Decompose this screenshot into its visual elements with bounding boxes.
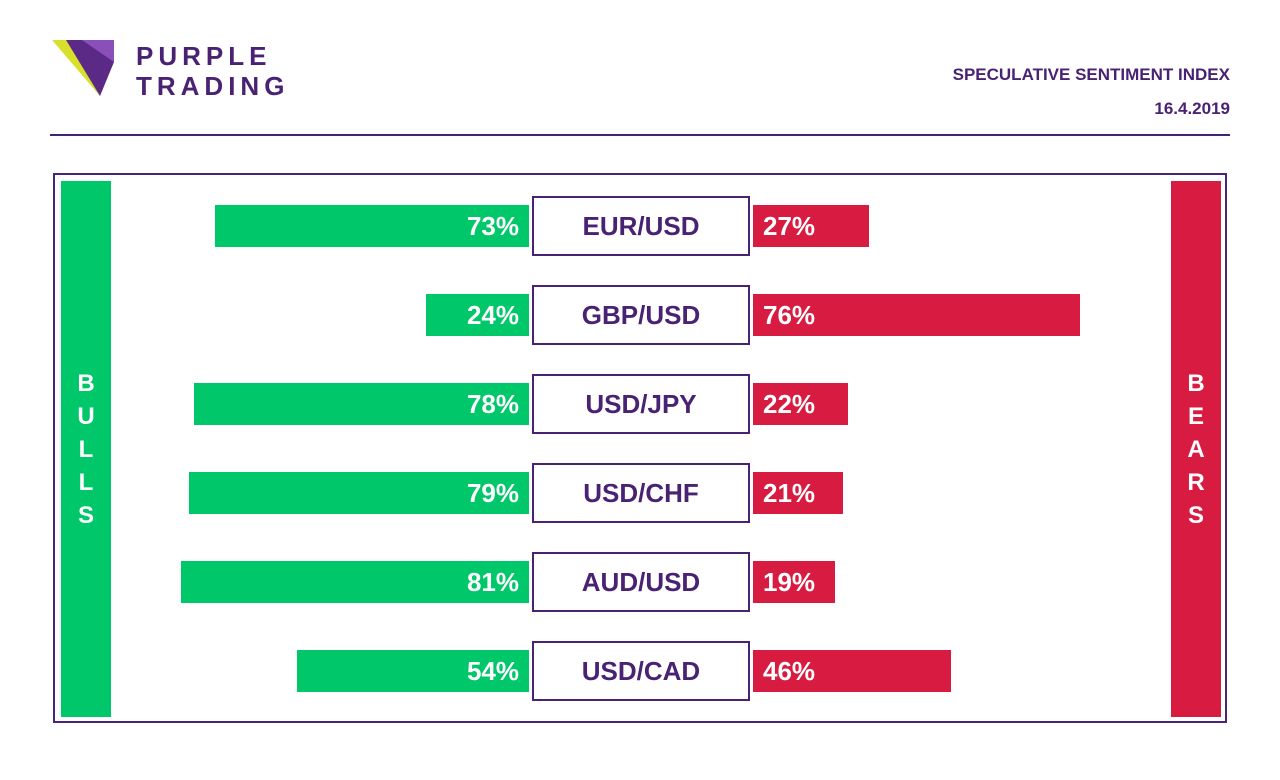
currency-pair-label: EUR/USD [532, 196, 750, 256]
sentiment-row: 73% EUR/USD 27% [0, 196, 1280, 256]
bears-letter: R [1187, 468, 1205, 496]
bulls-bar: 78% [194, 383, 529, 425]
currency-pair-label: AUD/USD [532, 552, 750, 612]
bulls-bar: 54% [297, 650, 529, 692]
page-title: SPECULATIVE SENTIMENT INDEX [952, 65, 1230, 84]
bears-bar: 76% [753, 294, 1080, 336]
bears-letter: E [1187, 402, 1204, 430]
bulls-letter: U [77, 402, 95, 430]
bears-bar: 19% [753, 561, 835, 603]
bears-letter: A [1187, 435, 1205, 463]
header: SPECULATIVE SENTIMENT INDEX 16.4.2019 [953, 58, 1230, 126]
currency-pair-label: USD/CAD [532, 641, 750, 701]
bulls-letter: L [78, 468, 94, 496]
bears-legend: B E A R S [1171, 181, 1221, 717]
brand-line-1: PURPLE [136, 41, 272, 71]
brand-logo: PURPLE TRADING [52, 40, 312, 101]
bulls-bar: 79% [189, 472, 529, 514]
brand-name: PURPLE TRADING [136, 41, 289, 101]
bears-bar: 46% [753, 650, 951, 692]
bears-letter: B [1187, 369, 1205, 397]
sentiment-row: 54% USD/CAD 46% [0, 641, 1280, 701]
sentiment-row: 81% AUD/USD 19% [0, 552, 1280, 612]
currency-pair-label: USD/CHF [532, 463, 750, 523]
header-divider [50, 134, 1230, 136]
bears-letter: S [1187, 501, 1204, 529]
chart-frame [53, 173, 1227, 723]
bulls-letter: S [77, 501, 94, 529]
bulls-letter: B [77, 369, 95, 397]
sentiment-row: 24% GBP/USD 76% [0, 285, 1280, 345]
currency-pair-label: GBP/USD [532, 285, 750, 345]
sentiment-row: 79% USD/CHF 21% [0, 463, 1280, 523]
bulls-bar: 73% [215, 205, 529, 247]
bears-bar: 21% [753, 472, 843, 514]
bears-bar: 22% [753, 383, 848, 425]
sentiment-row: 78% USD/JPY 22% [0, 374, 1280, 434]
bulls-bar: 81% [181, 561, 529, 603]
bears-bar: 27% [753, 205, 869, 247]
bulls-bar: 24% [426, 294, 529, 336]
report-date: 16.4.2019 [1154, 99, 1230, 118]
currency-pair-label: USD/JPY [532, 374, 750, 434]
logo-mark-icon [52, 40, 114, 96]
brand-line-2: TRADING [136, 71, 290, 101]
bulls-legend: B U L L S [61, 181, 111, 717]
bulls-letter: L [78, 435, 94, 463]
